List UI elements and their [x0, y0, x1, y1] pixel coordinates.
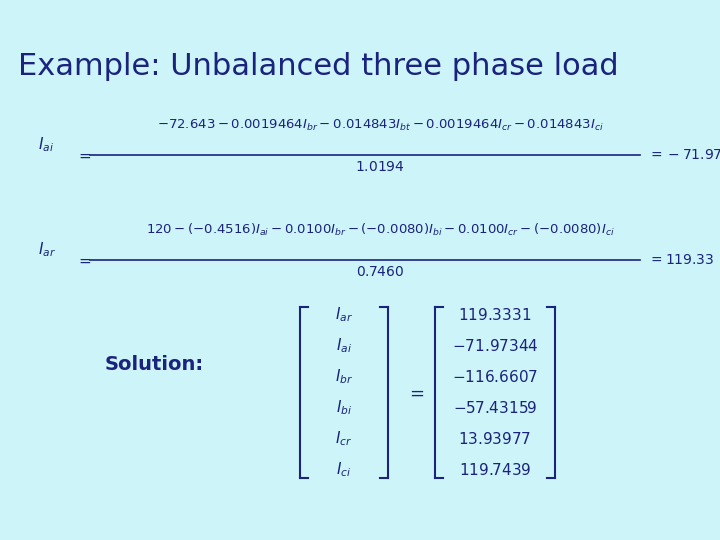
Text: $13.93977$: $13.93977$ [459, 431, 531, 447]
Text: $I_{ar}$: $I_{ar}$ [38, 241, 56, 259]
Text: Solution:: Solution: [105, 355, 204, 375]
Text: $= -71.973$: $= -71.973$ [648, 148, 720, 162]
Text: $119.7439$: $119.7439$ [459, 462, 531, 478]
Text: $-72.643 - 0.0019464I_{br} - 0.014843I_{bt} - 0.0019464I_{cr} - 0.014843I_{ci}$: $-72.643 - 0.0019464I_{br} - 0.014843I_{… [157, 118, 603, 133]
Text: $120 - (-0.4516)I_{ai} - 0.0100I_{br} - (-0.0080)I_{bi} - 0.0100I_{cr} - (-0.008: $120 - (-0.4516)I_{ai} - 0.0100I_{br} - … [145, 222, 614, 238]
Text: $= 119.33$: $= 119.33$ [648, 253, 714, 267]
Text: $-116.6607$: $-116.6607$ [452, 369, 538, 385]
Text: $I_{ai}$: $I_{ai}$ [336, 336, 352, 355]
Text: $119.3331$: $119.3331$ [459, 307, 531, 323]
Text: $I_{ar}$: $I_{ar}$ [335, 306, 353, 325]
Text: $=$: $=$ [76, 253, 92, 267]
Text: $I_{ai}$: $I_{ai}$ [38, 136, 54, 154]
Text: $I_{bi}$: $I_{bi}$ [336, 399, 352, 417]
Text: $1.0194$: $1.0194$ [355, 160, 405, 174]
Text: $=$: $=$ [405, 383, 424, 402]
Text: $=$: $=$ [76, 147, 92, 163]
Text: $-57.43159$: $-57.43159$ [453, 400, 537, 416]
Text: $-71.97344$: $-71.97344$ [451, 338, 539, 354]
Text: $0.7460$: $0.7460$ [356, 265, 404, 279]
Text: $I_{br}$: $I_{br}$ [335, 368, 353, 386]
Text: $I_{ci}$: $I_{ci}$ [336, 461, 351, 480]
Text: $I_{cr}$: $I_{cr}$ [336, 430, 353, 448]
Text: Example: Unbalanced three phase load: Example: Unbalanced three phase load [18, 52, 618, 81]
